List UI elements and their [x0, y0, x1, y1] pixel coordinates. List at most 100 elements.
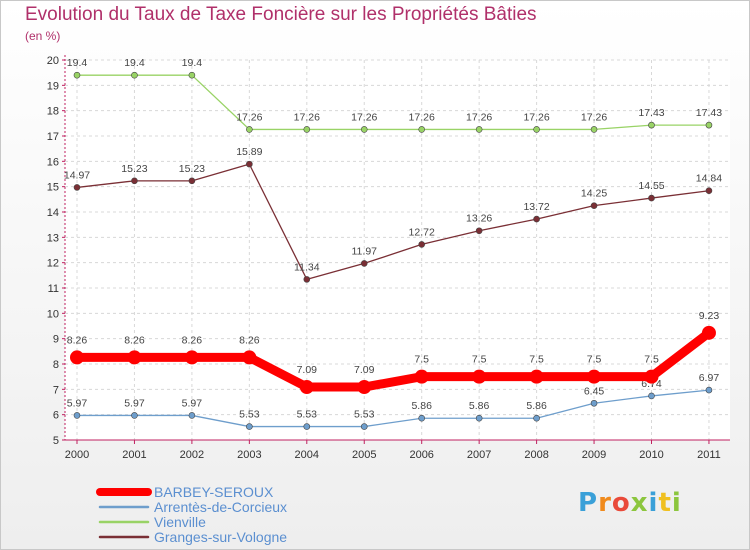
data-point	[590, 399, 598, 407]
data-point	[533, 126, 540, 133]
y-tick-label: 5	[53, 435, 59, 447]
series-line-3	[76, 163, 710, 281]
data-label: 8.26	[239, 334, 260, 346]
y-tick-label: 8	[53, 359, 59, 371]
data-point	[360, 126, 368, 133]
data-label: 15.89	[236, 146, 262, 158]
data-point	[587, 369, 602, 384]
series-line-2	[76, 74, 710, 131]
data-label: 11.97	[352, 245, 378, 257]
legend-label: Granges-sur-Vologne	[154, 529, 287, 545]
data-label: 19.4	[67, 57, 88, 69]
data-point	[246, 126, 253, 133]
x-tick-label: 2010	[639, 449, 663, 461]
data-label: 7.5	[644, 354, 659, 366]
data-point	[648, 121, 655, 129]
y-tick-label: 7	[53, 384, 59, 396]
data-point	[299, 380, 314, 395]
data-point	[242, 350, 257, 365]
data-label: 5.53	[239, 409, 260, 421]
data-point	[590, 202, 598, 209]
data-point	[472, 369, 487, 384]
series-line-1	[76, 389, 710, 428]
data-label: 7.5	[472, 354, 487, 366]
data-point	[188, 177, 196, 185]
data-label: 15.23	[179, 163, 205, 175]
data-label: 7.5	[529, 354, 544, 366]
data-label: 11.34	[294, 261, 320, 273]
x-tick-label: 2008	[524, 449, 548, 461]
data-point	[360, 260, 368, 267]
x-tick-label: 2000	[65, 449, 89, 461]
data-label: 15.23	[121, 163, 147, 175]
y-tick-label: 19	[47, 80, 59, 92]
data-label: 6.97	[699, 372, 720, 384]
data-point	[303, 126, 311, 133]
logo-letter: x	[630, 488, 649, 518]
data-label: 5.97	[67, 397, 88, 409]
x-tick-label: 2009	[582, 449, 606, 461]
data-point	[70, 350, 84, 365]
data-label: 5.53	[297, 409, 318, 421]
data-label: 14.97	[64, 169, 90, 181]
data-point	[184, 350, 199, 365]
data-point	[705, 121, 713, 129]
y-tick-label: 13	[47, 232, 59, 244]
y-tick-label: 17	[47, 131, 59, 143]
data-point	[131, 177, 138, 185]
data-point	[648, 392, 655, 400]
data-label: 14.84	[696, 173, 722, 185]
x-tick-label: 2007	[467, 449, 491, 461]
data-point	[303, 423, 311, 430]
data-point	[188, 412, 196, 419]
data-label: 17.26	[351, 111, 377, 123]
data-point	[414, 369, 429, 384]
x-tick-label: 2001	[122, 449, 146, 461]
data-point	[246, 423, 253, 430]
legend-label: BARBEY-SEROUX	[154, 484, 274, 500]
x-tick-label: 2011	[697, 449, 721, 461]
y-tick-label: 16	[47, 156, 59, 168]
y-tick-label: 10	[47, 308, 59, 320]
data-point	[131, 412, 138, 419]
y-tick-label: 9	[53, 334, 59, 346]
x-tick-label: 2003	[237, 449, 261, 461]
y-tick-label: 14	[47, 207, 59, 219]
data-point	[73, 71, 81, 79]
logo-letter: P	[578, 488, 599, 518]
data-label: 7.09	[297, 364, 318, 376]
data-point	[418, 241, 426, 248]
data-label: 8.26	[182, 334, 203, 346]
logo-letter: t	[658, 488, 672, 518]
proxiti-logo: Proxiti	[578, 488, 682, 518]
logo-letter: i	[648, 488, 659, 518]
data-label: 19.4	[182, 57, 203, 69]
data-label: 13.26	[466, 213, 492, 225]
legend-label: Arrentès-de-Corcieux	[154, 499, 287, 515]
data-label: 7.5	[587, 354, 602, 366]
data-label: 17.43	[638, 107, 664, 119]
y-tick-label: 6	[53, 410, 59, 422]
data-point	[705, 386, 713, 394]
data-label: 7.5	[414, 354, 429, 366]
data-label: 5.86	[526, 400, 547, 412]
data-label: 9.23	[699, 310, 720, 322]
data-label: 8.26	[67, 334, 88, 346]
data-point	[475, 126, 483, 133]
data-label: 17.26	[409, 111, 435, 123]
data-label: 14.55	[638, 180, 664, 192]
data-label: 8.26	[124, 334, 145, 346]
data-label: 13.72	[523, 201, 549, 213]
data-label: 17.26	[294, 111, 320, 123]
data-label: 5.97	[182, 397, 203, 409]
data-point	[188, 71, 196, 79]
chart-subtitle: (en %)	[25, 29, 61, 43]
data-label: 17.43	[696, 107, 722, 119]
data-label: 17.26	[466, 111, 492, 123]
y-tick-label: 12	[47, 258, 59, 270]
data-label: 5.86	[411, 400, 432, 412]
logo-letter: o	[611, 488, 631, 518]
data-label: 5.97	[124, 397, 145, 409]
data-point	[701, 325, 716, 340]
x-tick-label: 2005	[352, 449, 376, 461]
